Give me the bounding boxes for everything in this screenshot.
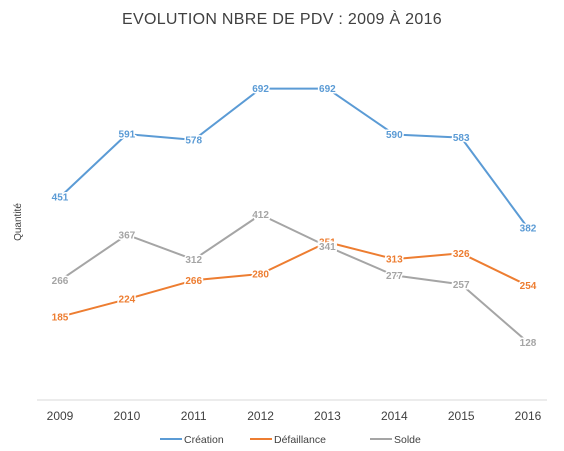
data-label: 280 <box>252 270 269 281</box>
data-label: 382 <box>520 224 537 235</box>
data-label: 254 <box>520 281 537 292</box>
data-label: 224 <box>119 295 136 306</box>
data-label: 257 <box>453 280 470 291</box>
data-label: 266 <box>185 276 202 287</box>
legend-entry-0: Création <box>184 434 224 446</box>
data-label: 266 <box>52 276 69 287</box>
legend: Création Défaillance Solde <box>160 434 421 446</box>
y-axis-label: Quantité <box>13 203 24 241</box>
x-tick-label: 2012 <box>247 409 274 423</box>
data-label: 341 <box>319 242 336 253</box>
x-axis-ticks: 2009 2010 2011 2012 2013 2014 2015 2016 <box>47 409 542 423</box>
data-label: 351 <box>319 238 336 249</box>
series-lines <box>59 87 529 344</box>
data-label: 590 <box>386 130 403 141</box>
data-label: 591 <box>119 130 136 141</box>
legend-entry-2: Solde <box>394 434 421 446</box>
data-label: 578 <box>185 135 202 146</box>
x-tick-label: 2011 <box>181 409 207 423</box>
x-tick-label: 2009 <box>47 409 74 423</box>
series-line-0 <box>59 87 529 230</box>
data-label: 583 <box>453 133 470 144</box>
data-label: 312 <box>185 255 202 266</box>
series-line-1 <box>59 241 529 318</box>
data-label: 692 <box>319 84 336 95</box>
x-tick-label: 2016 <box>515 409 542 423</box>
series-line-2 <box>59 213 529 344</box>
data-label: 313 <box>386 255 403 266</box>
x-tick-label: 2015 <box>448 409 475 423</box>
data-label: 326 <box>453 249 470 260</box>
data-label: 412 <box>252 210 269 221</box>
x-tick-label: 2014 <box>381 409 408 423</box>
x-tick-label: 2013 <box>314 409 341 423</box>
data-label: 367 <box>119 230 136 241</box>
data-label: 128 <box>520 338 537 349</box>
x-tick-label: 2010 <box>114 409 141 423</box>
data-label: 451 <box>52 193 69 204</box>
data-label: 692 <box>252 84 269 95</box>
data-label: 185 <box>52 312 69 323</box>
chart-title: EVOLUTION NBRE DE PDV : 2009 À 2016 <box>122 9 442 28</box>
data-label: 277 <box>386 271 403 282</box>
legend-entry-1: Défaillance <box>274 434 326 446</box>
